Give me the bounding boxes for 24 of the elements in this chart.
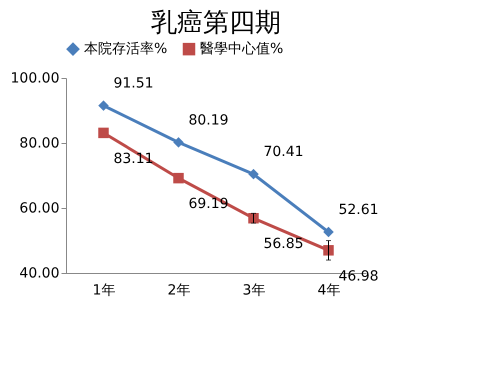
point <box>98 100 109 111</box>
y-tick-label: 80.00 <box>19 136 60 152</box>
data-label: 56.85 <box>263 236 304 252</box>
y-tick-label: 100.00 <box>10 70 60 86</box>
point <box>173 172 184 184</box>
point <box>323 226 334 238</box>
data-label: 70.41 <box>263 144 304 160</box>
data-label: 52.61 <box>338 202 379 218</box>
x-tick-label: 1年 <box>92 282 116 298</box>
data-label: 46.98 <box>338 268 379 284</box>
x-tick-label: 4年 <box>318 282 340 298</box>
legend-label: 醫學中心值% <box>200 41 284 58</box>
x-tick-label: 2年 <box>168 282 190 298</box>
data-label: 91.51 <box>113 76 154 92</box>
point <box>248 168 259 180</box>
data-label: 69.19 <box>188 196 229 212</box>
data-label: 80.19 <box>188 112 229 128</box>
y-tick-label: 40.00 <box>19 266 60 282</box>
x-tick-label: 3年 <box>242 282 266 298</box>
point <box>98 128 109 138</box>
legend-label: 本院存活率% <box>84 41 168 58</box>
point <box>173 137 184 148</box>
chart-title: 乳癌第四期 <box>151 8 281 38</box>
y-tick-label: 60.00 <box>19 200 60 216</box>
